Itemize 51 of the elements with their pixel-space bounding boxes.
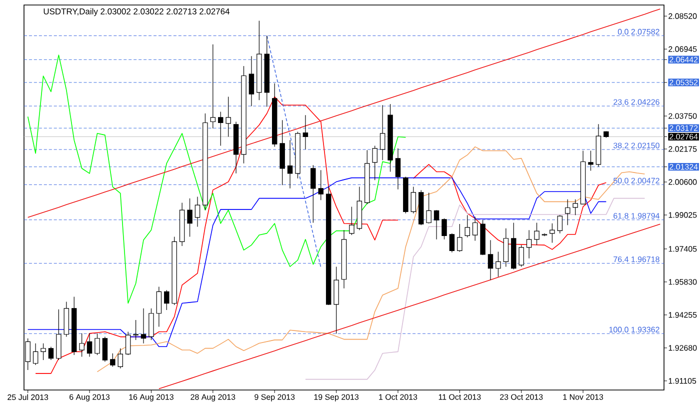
candlestick (534, 222, 540, 246)
candlestick (572, 199, 578, 216)
candlestick (287, 140, 293, 189)
candlestick (426, 192, 432, 224)
candlestick (442, 218, 447, 240)
candlestick (488, 240, 494, 280)
candlestick (210, 44, 216, 129)
candlestick (86, 333, 92, 358)
candlestick (380, 104, 386, 160)
candlestick (526, 230, 532, 259)
candlestick (248, 56, 254, 106)
candlestick (464, 214, 470, 238)
candlestick (395, 148, 401, 190)
candlestick (496, 251, 501, 278)
candlestick (133, 320, 138, 340)
candlestick (565, 199, 570, 226)
candlestick (48, 346, 54, 360)
candlestick (318, 170, 324, 200)
chart-title: USDTRY,Daily 2.03002 2.03022 2.02713 2.02764 (44, 8, 230, 16)
candlestick (588, 150, 594, 172)
candlestick (140, 308, 146, 344)
candlestick (449, 233, 455, 253)
candlestick (550, 223, 555, 244)
line-series (158, 224, 661, 390)
candlestick (79, 333, 84, 358)
candlestick (434, 210, 440, 240)
candlestick (372, 145, 378, 180)
candlestick (32, 343, 38, 366)
candlestick (457, 224, 462, 252)
candlestick (302, 114, 308, 150)
candlestick (472, 216, 478, 242)
candlestick (310, 164, 316, 224)
candlestick (125, 331, 131, 356)
candlestick (148, 308, 154, 340)
candlestick (164, 290, 170, 310)
candlestick (187, 198, 192, 238)
candlestick (410, 186, 416, 214)
candlestick (156, 286, 162, 328)
candlestick (557, 214, 563, 234)
candlestick (56, 309, 62, 360)
candlestick (102, 336, 108, 362)
candlestick (40, 343, 46, 360)
candlestick (218, 111, 224, 146)
candlestick (349, 206, 354, 236)
candlestick (110, 353, 116, 368)
candlestick (518, 244, 524, 268)
candlestick (226, 96, 231, 138)
candlestick (94, 333, 100, 356)
candlestick (503, 228, 509, 268)
candlestick (118, 348, 123, 369)
candlestick (194, 196, 200, 228)
